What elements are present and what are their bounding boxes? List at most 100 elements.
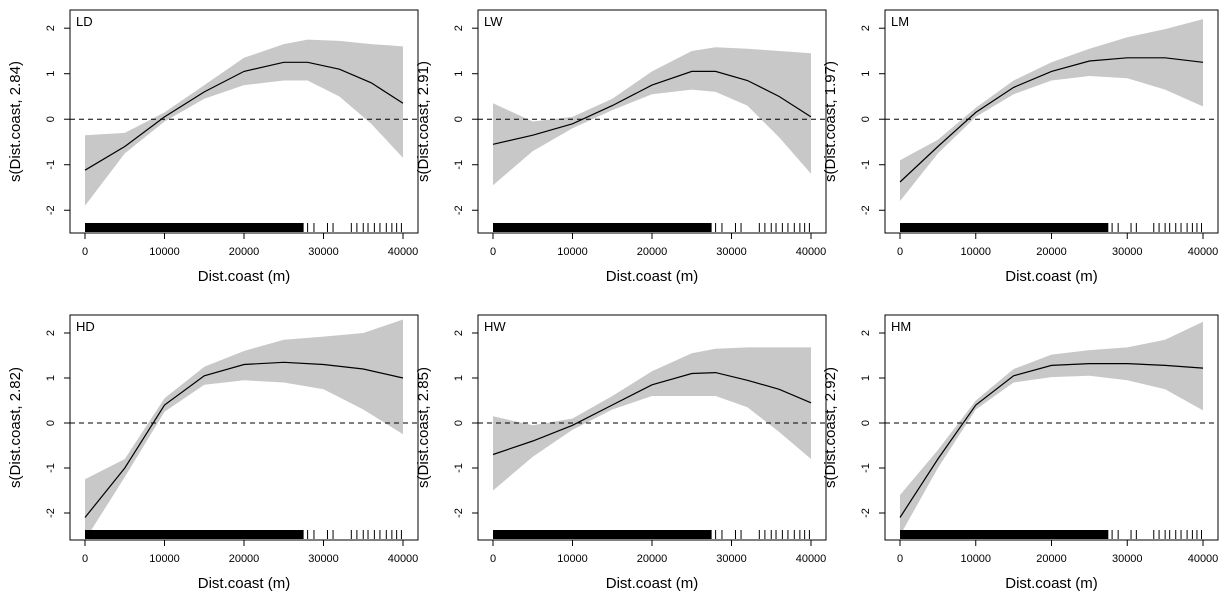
x-tick-label: 20000: [229, 553, 260, 565]
y-tick-label: -1: [45, 463, 57, 473]
x-tick-label: 0: [82, 246, 88, 258]
panel-title: HD: [76, 319, 95, 334]
rug-dense: [493, 223, 712, 232]
x-tick-label: 10000: [557, 246, 588, 258]
confidence-band: [493, 347, 811, 491]
y-tick-label: 0: [860, 116, 872, 122]
confidence-band: [900, 321, 1203, 536]
y-tick-label: -2: [453, 508, 465, 518]
panel-lw: 0 10000 20000 30000 40000 -2 -1 0 1 2 LW Dist.coast…: [415, 9, 827, 285]
y-axis-label: s(Dist.coast, 2.85): [415, 367, 432, 488]
x-axis-label: Dist.coast (m): [198, 268, 291, 285]
panel-title: LM: [891, 14, 909, 29]
y-tick-label: -2: [45, 508, 57, 518]
plot-frame: [69, 9, 419, 234]
x-tick-label: 40000: [388, 246, 419, 258]
y-tick-label: 0: [45, 116, 57, 122]
y-tick-label: -1: [860, 463, 872, 473]
smooth-line: [492, 371, 812, 456]
y-tick-label: 1: [860, 71, 872, 77]
rug-dense: [85, 223, 304, 232]
x-tick-label: 20000: [229, 246, 260, 258]
x-tick-label: 0: [490, 246, 496, 258]
smooth-line: [84, 361, 404, 518]
y-tick-label: -2: [45, 205, 57, 215]
x-tick-label: 10000: [960, 246, 991, 258]
panel-hm: 0 10000 20000 30000 40000 -2 -1 0 1 2 HM Dist.coast…: [822, 314, 1219, 592]
x-tick-label: 0: [897, 246, 903, 258]
smooth-line: [899, 57, 1204, 183]
confidence-band: [493, 47, 811, 186]
y-tick-label: -2: [860, 508, 872, 518]
y-tick-label: 1: [45, 71, 57, 77]
confidence-band: [85, 39, 403, 206]
y-tick-label: 1: [453, 71, 465, 77]
y-tick-label: -2: [860, 205, 872, 215]
panel-hd: 0 10000 20000 30000 40000 -2 -1 0 1 2 HD Dist.coast…: [7, 314, 419, 592]
y-tick-label: 0: [453, 420, 465, 426]
y-tick-label: 1: [45, 375, 57, 381]
y-tick-label: -1: [453, 463, 465, 473]
y-tick-label: -2: [453, 205, 465, 215]
y-tick-label: 2: [453, 330, 465, 336]
y-tick-label: 2: [860, 330, 872, 336]
x-tick-label: 40000: [1188, 553, 1219, 565]
x-tick-label: 20000: [637, 553, 668, 565]
x-tick-label: 40000: [1188, 246, 1219, 258]
panel-title: LW: [484, 14, 503, 29]
y-tick-label: 2: [45, 330, 57, 336]
x-tick-label: 10000: [557, 553, 588, 565]
y-axis-label: s(Dist.coast, 2.91): [415, 61, 432, 182]
y-tick-label: 1: [860, 375, 872, 381]
y-tick-label: -1: [453, 160, 465, 170]
x-axis-label: Dist.coast (m): [1005, 268, 1098, 285]
rug-dense: [900, 530, 1109, 539]
x-tick-label: 40000: [388, 553, 419, 565]
y-tick-label: 1: [453, 375, 465, 381]
x-tick-label: 20000: [637, 246, 668, 258]
x-tick-label: 10000: [149, 553, 180, 565]
x-axis-label: Dist.coast (m): [198, 575, 291, 592]
x-tick-label: 20000: [1036, 246, 1067, 258]
y-tick-label: 0: [45, 420, 57, 426]
x-tick-label: 10000: [149, 246, 180, 258]
y-tick-label: 2: [860, 25, 872, 31]
rug-dense: [900, 223, 1109, 232]
smooth-line: [84, 61, 404, 171]
x-tick-label: 30000: [716, 246, 747, 258]
panel-lm: 0 10000 20000 30000 40000 -2 -1 0 1 2 LM Dist.coast…: [822, 9, 1219, 285]
y-tick-label: -1: [860, 160, 872, 170]
smooth-line: [492, 70, 812, 145]
rug-dense: [85, 530, 304, 539]
panel-title: LD: [76, 14, 93, 29]
y-tick-label: 0: [860, 420, 872, 426]
smooth-line: [899, 363, 1204, 518]
x-tick-label: 0: [490, 553, 496, 565]
y-axis-label: s(Dist.coast, 1.97): [822, 61, 839, 182]
y-axis-label: s(Dist.coast, 2.92): [822, 367, 839, 488]
x-tick-label: 10000: [960, 553, 991, 565]
panel-hw: 0 10000 20000 30000 40000 -2 -1 0 1 2 HW Dist.coast…: [415, 314, 827, 592]
x-axis-label: Dist.coast (m): [606, 268, 699, 285]
x-tick-label: 30000: [308, 553, 339, 565]
x-tick-label: 30000: [1112, 246, 1143, 258]
panel-title: HM: [891, 319, 911, 334]
y-tick-label: 0: [453, 116, 465, 122]
panel-ld: 0 10000 20000 30000 40000 -2 -1 0 1 2 LD Dist.coast…: [7, 9, 419, 285]
y-tick-label: 2: [45, 25, 57, 31]
x-tick-label: 30000: [308, 246, 339, 258]
x-tick-label: 40000: [796, 553, 827, 565]
confidence-band: [900, 19, 1203, 202]
y-axis-label: s(Dist.coast, 2.84): [7, 61, 24, 182]
y-tick-label: 2: [453, 25, 465, 31]
x-axis-label: Dist.coast (m): [606, 575, 699, 592]
x-tick-label: 0: [82, 553, 88, 565]
x-tick-label: 40000: [796, 246, 827, 258]
x-axis-label: Dist.coast (m): [1005, 575, 1098, 592]
x-tick-label: 20000: [1036, 553, 1067, 565]
y-axis-label: s(Dist.coast, 2.82): [7, 367, 24, 488]
x-tick-label: 30000: [716, 553, 747, 565]
x-tick-label: 0: [897, 553, 903, 565]
y-tick-label: -1: [45, 160, 57, 170]
